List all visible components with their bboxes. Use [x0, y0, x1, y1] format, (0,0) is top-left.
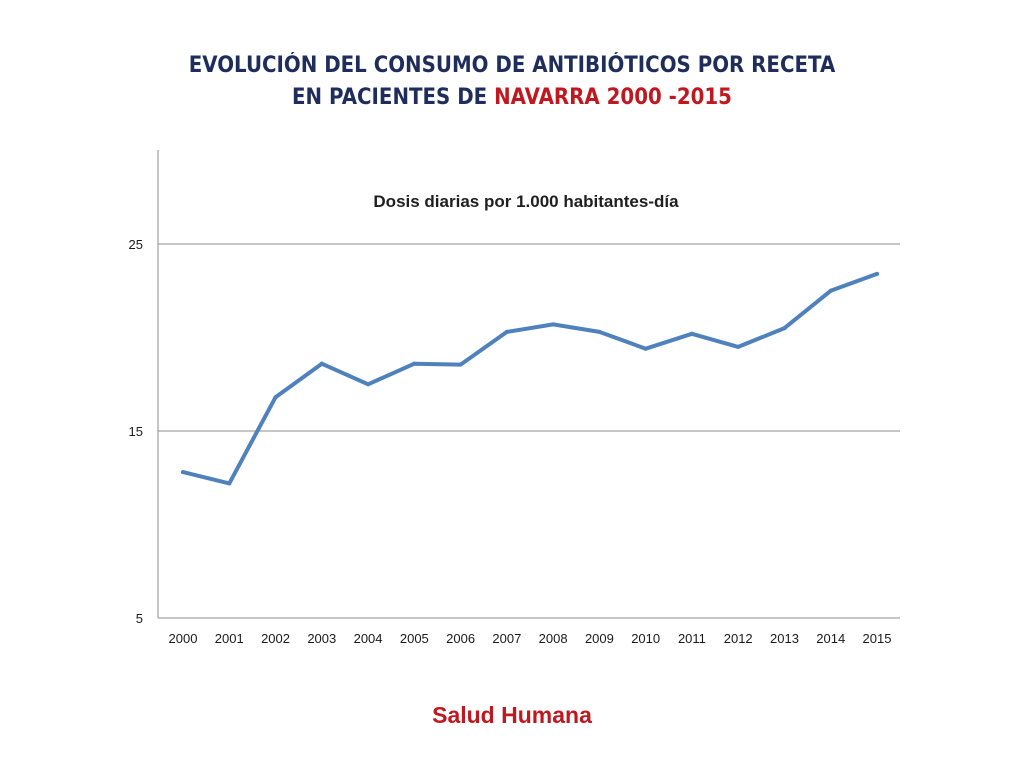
- series-layer: [181, 271, 879, 486]
- data-point: [643, 346, 648, 351]
- x-tick-label: 2002: [261, 631, 290, 646]
- data-point: [412, 361, 417, 366]
- title-line-2: EN PACIENTES DE NAVARRA 2000 -2015: [51, 82, 973, 114]
- data-point: [181, 470, 185, 475]
- x-tick-label: 2004: [354, 631, 383, 646]
- x-tick-label: 2012: [724, 631, 753, 646]
- title-line-2-highlight: NAVARRA 2000 -2015: [494, 85, 732, 110]
- data-point: [875, 271, 879, 276]
- data-point: [597, 329, 602, 334]
- data-point: [366, 382, 371, 387]
- data-point: [319, 361, 324, 366]
- x-tick-label: 2009: [585, 631, 614, 646]
- data-point: [782, 326, 787, 331]
- title-line-1: EVOLUCIÓN DEL CONSUMO DE ANTIBIÓTICOS PO…: [188, 53, 836, 78]
- title-line-2-prefix: EN PACIENTES DE: [292, 85, 495, 110]
- footer-label: Salud Humana: [432, 702, 592, 728]
- x-tick-label: 2003: [307, 631, 336, 646]
- series-line: [181, 271, 879, 486]
- x-tick-label: 2015: [863, 631, 892, 646]
- slide-title: EVOLUCIÓN DEL CONSUMO DE ANTIBIÓTICOS PO…: [51, 50, 973, 114]
- data-point: [551, 322, 556, 327]
- x-tick-label: 2000: [169, 631, 198, 646]
- data-point: [504, 329, 509, 334]
- x-tick-label: 2005: [400, 631, 429, 646]
- x-tick-label: 2013: [770, 631, 799, 646]
- y-tick-labels: 5 15 25: [129, 237, 143, 626]
- data-point: [273, 395, 278, 400]
- x-tick-label: 2007: [492, 631, 521, 646]
- data-point: [689, 331, 694, 336]
- data-point: [227, 481, 232, 486]
- data-point: [458, 362, 463, 367]
- x-tick-label: 2008: [539, 631, 568, 646]
- x-tick-label: 2014: [816, 631, 845, 646]
- x-tick-label: 2006: [446, 631, 475, 646]
- x-tick-label: 2010: [631, 631, 660, 646]
- y-tick-label: 5: [136, 611, 143, 626]
- data-point: [828, 288, 833, 293]
- y-tick-label: 25: [129, 237, 143, 252]
- y-tick-label: 15: [129, 424, 143, 439]
- x-tick-label: 2011: [678, 631, 706, 646]
- x-tick-label: 2001: [215, 631, 244, 646]
- data-point: [736, 344, 741, 349]
- chart-title: Dosis diarias por 1.000 habitantes-día: [373, 192, 679, 211]
- grid-layer: [158, 243, 900, 619]
- x-tick-labels: 2000 2001 2002 2003 2004 2005 2006 2007 2008 2009…: [169, 631, 892, 646]
